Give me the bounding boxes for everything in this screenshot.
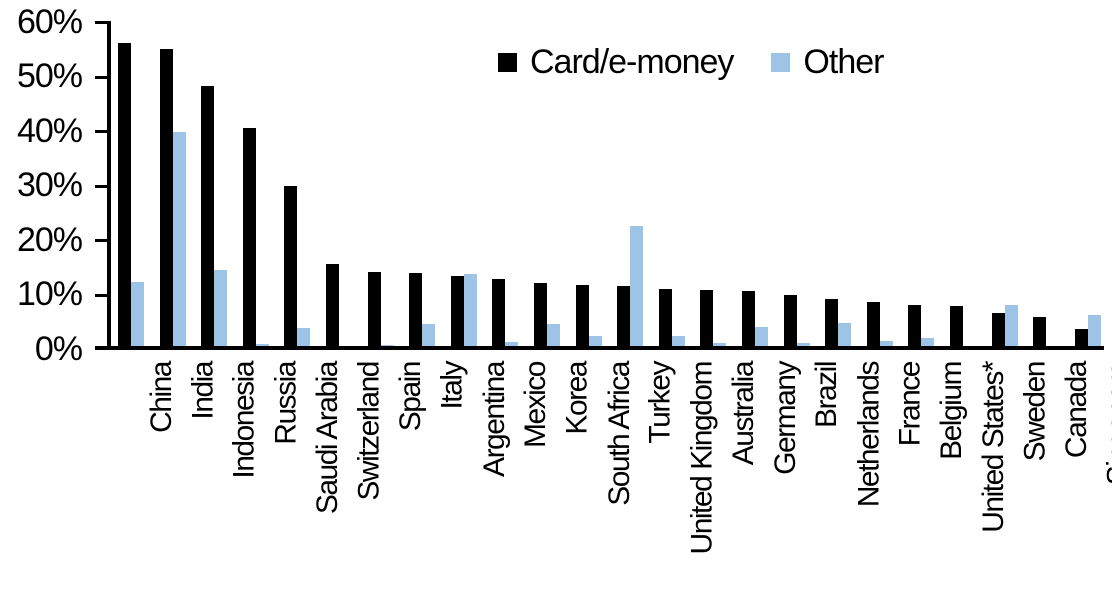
x-axis-label-russia: Russia (269, 362, 303, 445)
bar-other-turkey (630, 225, 644, 350)
bar-other-mexico (505, 341, 519, 350)
bar-card-e-money-spain (367, 271, 381, 350)
x-axis-label-mexico: Mexico (519, 362, 553, 449)
x-axis-label-united-kingdom: United Kingdom (685, 362, 719, 555)
bar-card-e-money-argentina (450, 276, 464, 350)
bar-card-e-money-russia (242, 128, 256, 350)
bar-other-saudi-arabia (297, 327, 311, 350)
x-axis-label-argentina: Argentina (477, 362, 511, 477)
bar-card-e-money-australia (700, 289, 714, 350)
x-axis-label-turkey: Turkey (644, 362, 677, 444)
bar-other-singapore (1087, 314, 1101, 350)
y-axis-tick (95, 75, 111, 79)
bar-card-e-money-germany (742, 291, 755, 350)
x-axis-label-belgium: Belgium (935, 362, 969, 460)
legend-item-card-e-money: Card/e-money (498, 43, 734, 81)
bar-card-e-money-netherlands (825, 298, 839, 350)
x-axis-label-france: France (893, 362, 927, 447)
bar-card-e-money-china (118, 42, 131, 350)
bar-card-e-money-canada (1033, 316, 1047, 350)
x-axis-label-india: India (186, 362, 220, 420)
x-axis-label-brazil: Brazil (810, 362, 844, 429)
x-axis-label-italy: Italy (436, 362, 469, 410)
bar-card-e-money-south-africa (575, 284, 589, 350)
x-axis-line (95, 346, 1104, 350)
y-axis-label: 40% (16, 111, 83, 150)
bar-card-e-money-united-states (950, 306, 963, 350)
x-axis-label-united-states: United States* (976, 362, 1010, 533)
y-axis-label: 10% (16, 275, 83, 314)
x-axis-label-china: China (144, 362, 178, 433)
x-axis-label-netherlands: Netherlands (852, 362, 885, 508)
y-axis-line (107, 21, 111, 350)
bar-card-e-money-france (866, 301, 880, 350)
bar-other-argentina (463, 274, 477, 350)
y-axis-tick (95, 293, 111, 297)
bar-card-e-money-united-kingdom (658, 288, 672, 350)
x-axis-label-spain: Spain (394, 362, 428, 432)
bar-other-france (879, 341, 893, 350)
legend-swatch-card-e-money (498, 52, 517, 72)
bar-card-e-money-switzerland (326, 264, 339, 350)
bar-card-e-money-italy (409, 273, 423, 350)
bar-other-india (172, 132, 186, 350)
x-axis-label-sweden: Sweden (1018, 362, 1052, 462)
bar-card-e-money-brazil (783, 294, 797, 350)
x-axis-label-switzerland: Switzerland (352, 362, 386, 501)
bar-other-netherlands (838, 322, 852, 350)
legend: Card/e-money Other (498, 43, 884, 81)
y-axis-label: 30% (16, 166, 83, 205)
bar-card-e-money-turkey (617, 285, 631, 350)
y-axis-label: 60% (16, 2, 83, 41)
bar-other-germany (755, 327, 768, 350)
x-axis-label-australia: Australia (727, 362, 761, 466)
x-axis-label-indonesia: Indonesia (228, 362, 261, 479)
x-axis-label-korea: Korea (560, 362, 594, 435)
bar-other-china (131, 281, 144, 350)
x-axis-label-singapore: Singapore (1101, 362, 1112, 486)
y-axis-tick (95, 239, 111, 243)
bar-card-e-money-mexico (492, 279, 506, 350)
bar-card-e-money-india (159, 48, 173, 350)
bar-card-e-money-belgium (908, 304, 922, 350)
bar-other-indonesia (214, 270, 228, 350)
y-axis-label: 0% (34, 330, 83, 368)
x-axis-label-germany: Germany (768, 362, 802, 475)
x-axis-label-canada: Canada (1060, 362, 1093, 459)
bar-card-e-money-indonesia (201, 85, 215, 350)
y-axis-label: 50% (16, 57, 83, 96)
y-axis-tick (95, 130, 111, 134)
y-axis-label: 20% (16, 220, 83, 259)
bar-card-e-money-saudi-arabia (284, 186, 298, 350)
legend-swatch-other (771, 52, 791, 72)
y-axis-tick (95, 184, 111, 188)
bar-card-e-money-sweden (991, 313, 1005, 350)
legend-item-other: Other (771, 43, 884, 81)
legend-label-other: Other (803, 43, 884, 81)
legend-label-card-e-money: Card/e-money (530, 43, 734, 81)
bar-card-e-money-singapore (1074, 328, 1088, 350)
bar-other-italy (422, 323, 436, 350)
bar-card-e-money-korea (534, 282, 547, 350)
x-axis-label-south-africa: South Africa (602, 362, 636, 506)
bar-other-korea (547, 323, 560, 350)
y-axis-tick (95, 21, 111, 24)
bar-other-sweden (1004, 305, 1018, 350)
x-axis-label-saudi-arabia: Saudi Arabia (311, 362, 345, 515)
